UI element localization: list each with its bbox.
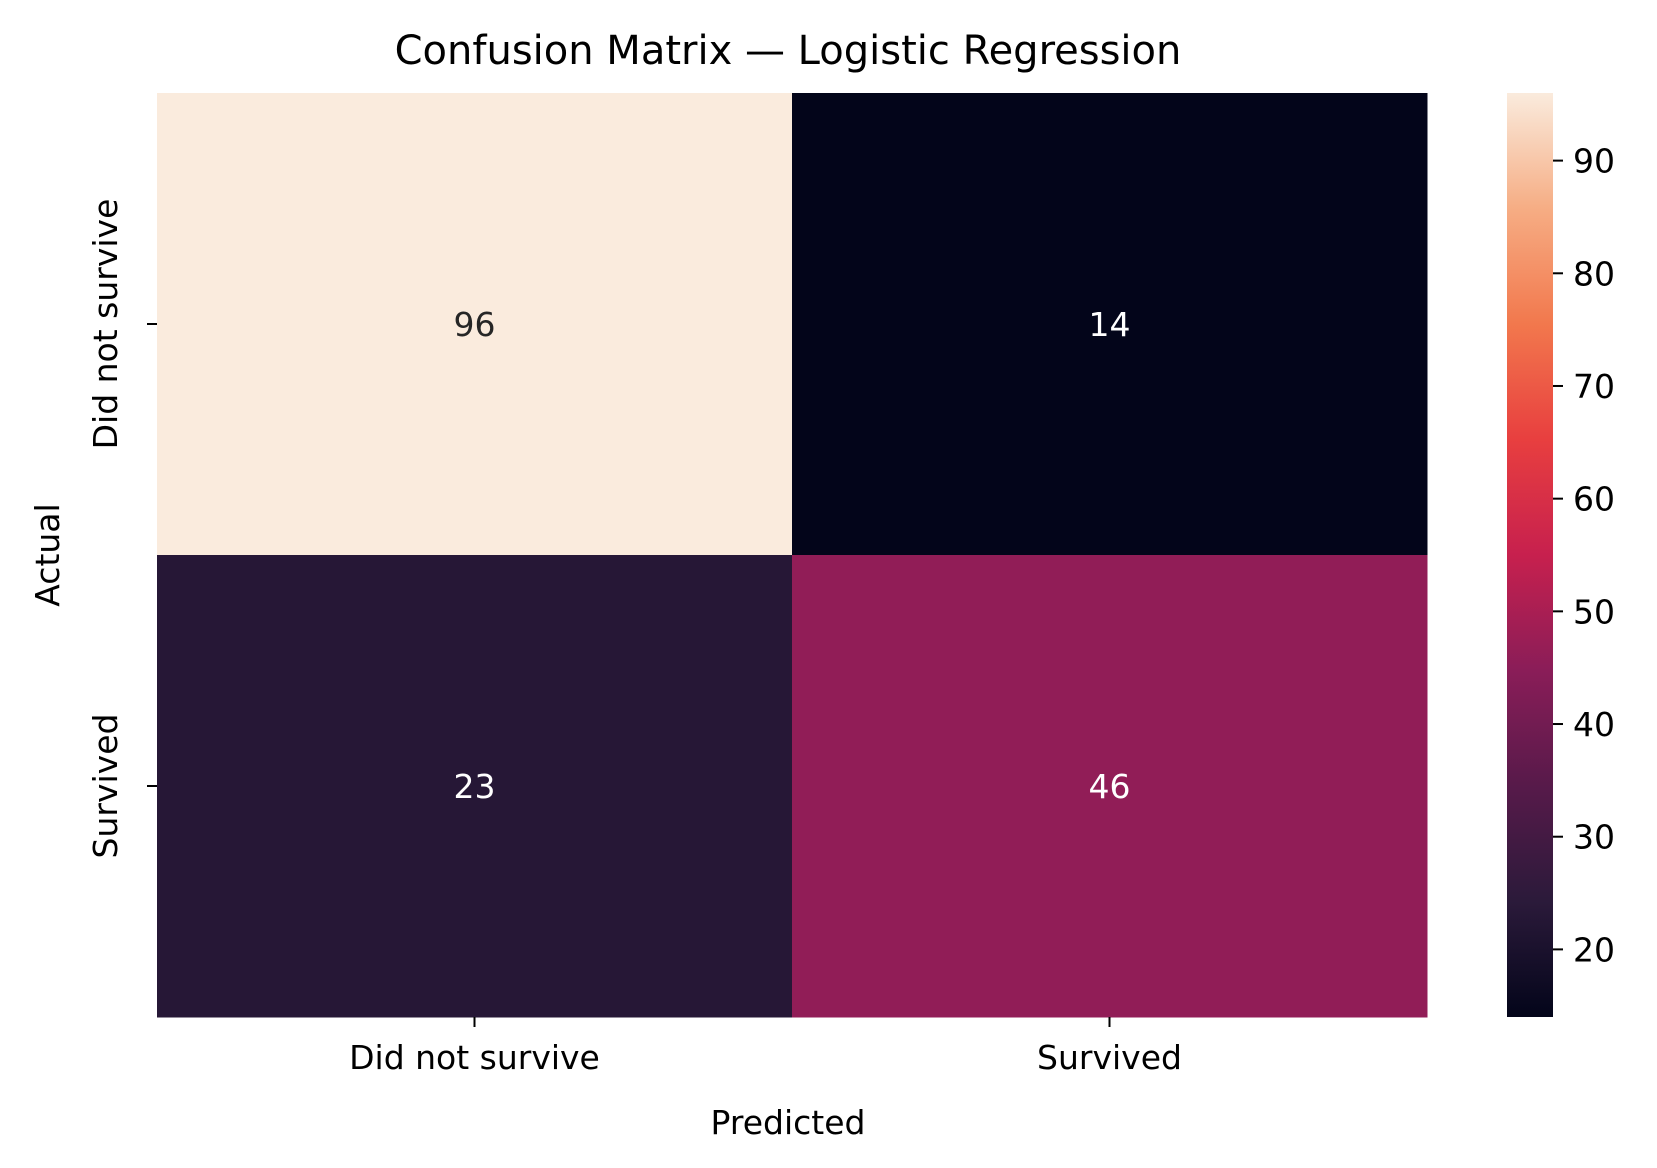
colorbar: 20 30 40 50 60 70 80 90 — [1507, 93, 1615, 1017]
colorbar-tick-label: 40 — [1573, 705, 1615, 744]
heatmap-cell — [792, 555, 1428, 1018]
cell-value-label: 46 — [1089, 767, 1131, 806]
x-axis-label: Predicted — [711, 1103, 866, 1142]
cell-value-label: 96 — [454, 305, 496, 344]
y-tick-label: Survived — [86, 714, 125, 859]
colorbar-tick-label: 70 — [1573, 367, 1615, 406]
colorbar-tick-label: 30 — [1573, 818, 1615, 857]
x-tick-label: Survived — [1037, 1038, 1182, 1077]
y-tick-label: Did not survive — [86, 199, 125, 450]
heatmap-cells: 96 14 23 46 — [157, 93, 1428, 1018]
cell-value-label: 23 — [454, 767, 496, 806]
cell-value-label: 14 — [1089, 305, 1131, 344]
colorbar-tick-label: 60 — [1573, 480, 1615, 519]
chart-title: Confusion Matrix — Logistic Regression — [395, 28, 1182, 74]
colorbar-tick-label: 80 — [1573, 254, 1615, 293]
heatmap-cell — [792, 93, 1428, 556]
y-axis-label: Actual — [28, 503, 67, 606]
x-tick-label: Did not survive — [349, 1038, 600, 1077]
colorbar-gradient — [1507, 93, 1553, 1017]
axes: Did not survive Survived Did not survive Su… — [86, 199, 1182, 1077]
colorbar-tick-label: 50 — [1573, 592, 1615, 631]
heatmap-cell — [157, 93, 793, 556]
colorbar-tick-label: 90 — [1573, 142, 1615, 181]
heatmap-cell — [157, 555, 793, 1018]
colorbar-tick-label: 20 — [1573, 930, 1615, 969]
